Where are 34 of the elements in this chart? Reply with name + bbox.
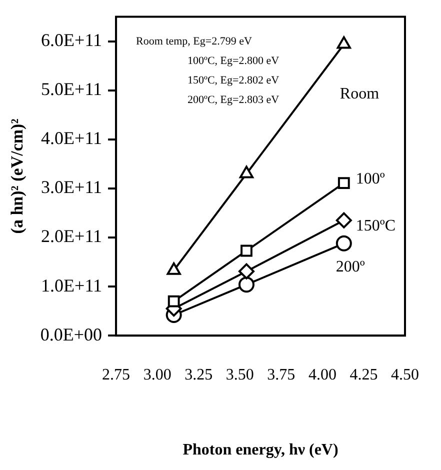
- point: [240, 244, 252, 257]
- point: [238, 263, 254, 280]
- y-tick-label: 0.0E+00: [40, 324, 102, 344]
- series-label: 100º: [356, 170, 385, 188]
- y-tick-label: 6.0E+11: [41, 30, 102, 50]
- x-tick-label: 3.25: [184, 366, 213, 384]
- series-label: 150ºC: [356, 218, 396, 235]
- point: [239, 166, 254, 178]
- x-axis-title: Photon energy, hν (eV): [182, 442, 338, 459]
- x-tick-label: 3.75: [267, 366, 296, 384]
- y-tick-label: 1.0E+11: [41, 275, 102, 296]
- point: [336, 36, 351, 49]
- series-label: Room: [340, 85, 380, 102]
- annotation: Room temp, Eg=2.799 eV: [136, 36, 252, 48]
- point: [336, 212, 352, 228]
- x-tick-label: 4.25: [350, 366, 378, 384]
- y-tick-label: 5.0E+11: [41, 79, 102, 100]
- x-tick-label: 2.75: [102, 366, 130, 384]
- y-tick-label: 3.0E+11: [41, 177, 102, 198]
- series-label: 200º: [336, 258, 365, 276]
- annotation: 200ºC, Eg=2.803 eV: [188, 94, 280, 106]
- x-tick-label: 3.00: [143, 366, 172, 384]
- x-tick-label: 4.00: [308, 366, 336, 384]
- point: [338, 177, 350, 190]
- y-tick-label: 2.0E+11: [41, 226, 102, 246]
- point: [238, 276, 254, 293]
- annotation: 150ºC, Eg=2.802 eV: [188, 74, 280, 87]
- point: [168, 295, 180, 308]
- y-tick-label: 4.0E+11: [41, 128, 102, 148]
- x-tick-label: 4.50: [391, 366, 419, 384]
- annotation: 100ºC, Eg=2.800 eV: [188, 55, 280, 68]
- point: [336, 235, 352, 252]
- x-tick-label: 3.50: [226, 366, 254, 384]
- y-axis-title: (a hn)² (eV/cm)²: [8, 118, 27, 234]
